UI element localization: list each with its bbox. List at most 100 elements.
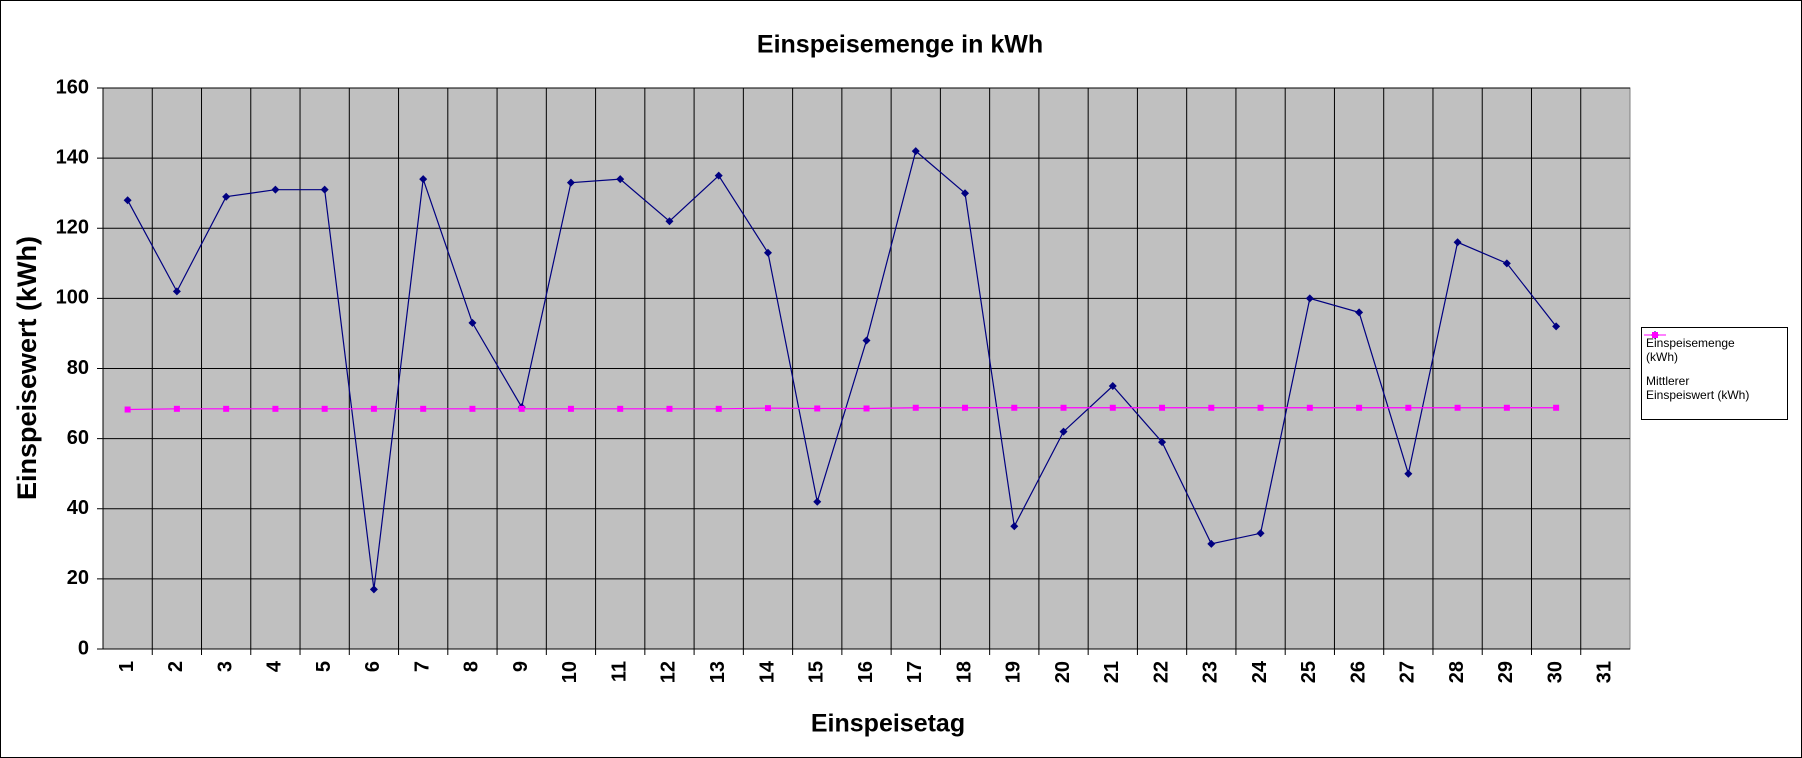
x-tick-label: 26 [1347,661,1369,683]
x-tick-label: 11 [608,661,630,682]
point-marker [1011,404,1018,411]
x-tick-label: 10 [559,661,581,683]
legend-symbol [1644,332,1666,338]
point-marker [567,405,574,412]
point-marker [1010,522,1019,531]
legend: Einspeisemenge (kWh) Mittlerer Einspeiswe… [1641,327,1788,420]
y-tick-label: 140 [56,146,89,168]
point-marker [863,405,870,412]
x-tick-label: 29 [1495,661,1517,683]
x-tick-label: 13 [707,661,729,683]
point-marker [321,405,328,412]
point-marker [862,336,871,345]
point-marker [813,497,822,506]
point-marker [419,175,428,184]
x-tick-label: 17 [904,661,926,683]
point-marker [1306,404,1313,411]
x-tick-label: 8 [461,661,483,672]
point-marker [468,318,477,327]
point-marker [912,404,919,411]
point-marker [222,192,231,201]
x-tick-label: 22 [1150,661,1172,683]
x-tick-label: 9 [510,661,532,672]
point-marker [1355,308,1364,317]
y-tick-label: 60 [67,427,89,449]
point-marker [1159,404,1166,411]
point-marker [1553,404,1560,411]
point-marker [420,405,427,412]
point-marker [223,405,230,412]
point-marker [1454,404,1461,411]
point-marker [271,185,280,194]
chart-title: Einspeisemenge in kWh [757,31,1043,59]
point-marker [566,178,575,187]
x-tick-label: 4 [264,660,286,672]
x-axis-label: Einspeisetag [811,710,965,738]
x-tick-label: 16 [855,661,877,683]
x-tick-label: 3 [214,661,236,672]
x-tick-label: 12 [658,661,680,683]
y-tick-label: 160 [56,76,89,98]
point-marker [814,405,821,412]
point-marker [764,405,771,412]
x-tick-label: 24 [1249,660,1271,683]
point-marker [1207,539,1216,548]
x-tick-label: 19 [1003,661,1025,683]
x-tick-label: 31 [1594,661,1616,683]
y-tick-label: 0 [78,637,89,659]
point-marker [1208,404,1215,411]
point-marker [1158,438,1167,447]
y-tick-label: 100 [56,287,89,309]
series-line [127,150,1557,590]
point-marker [1108,382,1117,391]
point-marker [123,196,132,205]
point-marker [1503,404,1510,411]
x-tick-label: 18 [953,661,975,683]
y-tick-label: 20 [67,567,89,589]
point-marker [715,405,722,412]
legend-label: Einspeisemenge (kWh) [1646,336,1735,364]
y-axis-label: Einspeisewert (kWh) [12,236,42,500]
x-tick-label: 6 [362,661,384,672]
x-tick-label: 30 [1544,661,1566,683]
legend-entry: Mittlerer Einspeiswert (kWh) [1644,332,1783,402]
y-tick-label: 120 [56,217,89,239]
x-tick-label: 23 [1200,661,1222,683]
point-marker [665,217,674,226]
point-marker [370,405,377,412]
x-tick-label: 2 [165,661,187,672]
point-marker [1405,404,1412,411]
series-line [127,407,1557,411]
point-marker [763,248,772,257]
legend-label: Mittlerer Einspeiswert (kWh) [1646,374,1750,402]
point-marker [617,405,624,412]
y-tick-label: 80 [67,357,89,379]
point-marker [1552,322,1561,331]
point-marker [1404,469,1413,478]
point-marker [320,185,329,194]
point-marker [911,147,920,156]
x-tick-label: 1 [116,661,138,672]
point-marker [1453,238,1462,247]
x-tick-label: 5 [313,661,335,672]
point-marker [1060,404,1067,411]
point-marker [518,405,525,412]
point-marker [1059,427,1068,436]
point-marker [1256,529,1265,538]
point-marker [1305,294,1314,303]
point-marker [1502,259,1511,268]
point-marker [962,404,969,411]
point-marker [1257,404,1264,411]
x-tick-label: 25 [1298,661,1320,683]
x-tick-label: 20 [1052,661,1074,683]
point-marker [172,287,181,296]
x-tick-label: 27 [1397,661,1419,683]
point-marker [714,171,723,180]
point-marker [469,405,476,412]
point-marker [1356,404,1363,411]
y-tick-label: 40 [67,497,89,519]
x-tick-label: 28 [1446,661,1468,683]
point-marker [369,585,378,594]
